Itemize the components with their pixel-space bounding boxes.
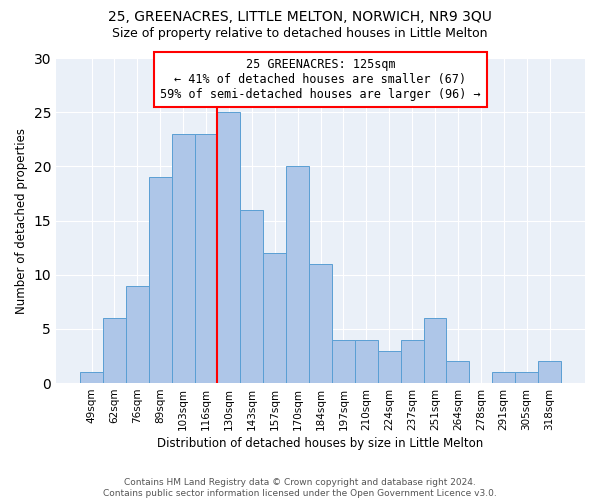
- Bar: [172, 134, 194, 383]
- Bar: [103, 318, 126, 383]
- Bar: [126, 286, 149, 383]
- Bar: [241, 210, 263, 383]
- Text: 25 GREENACRES: 125sqm
← 41% of detached houses are smaller (67)
59% of semi-deta: 25 GREENACRES: 125sqm ← 41% of detached …: [160, 58, 481, 101]
- Bar: [355, 340, 378, 383]
- Text: Size of property relative to detached houses in Little Melton: Size of property relative to detached ho…: [112, 28, 488, 40]
- Bar: [194, 134, 217, 383]
- Text: Contains HM Land Registry data © Crown copyright and database right 2024.
Contai: Contains HM Land Registry data © Crown c…: [103, 478, 497, 498]
- Bar: [217, 112, 241, 383]
- Bar: [515, 372, 538, 383]
- Bar: [424, 318, 446, 383]
- Bar: [401, 340, 424, 383]
- X-axis label: Distribution of detached houses by size in Little Melton: Distribution of detached houses by size …: [157, 437, 484, 450]
- Bar: [332, 340, 355, 383]
- Bar: [80, 372, 103, 383]
- Bar: [538, 362, 561, 383]
- Bar: [149, 177, 172, 383]
- Y-axis label: Number of detached properties: Number of detached properties: [15, 128, 28, 314]
- Bar: [378, 350, 401, 383]
- Bar: [492, 372, 515, 383]
- Text: 25, GREENACRES, LITTLE MELTON, NORWICH, NR9 3QU: 25, GREENACRES, LITTLE MELTON, NORWICH, …: [108, 10, 492, 24]
- Bar: [309, 264, 332, 383]
- Bar: [446, 362, 469, 383]
- Bar: [263, 253, 286, 383]
- Bar: [286, 166, 309, 383]
